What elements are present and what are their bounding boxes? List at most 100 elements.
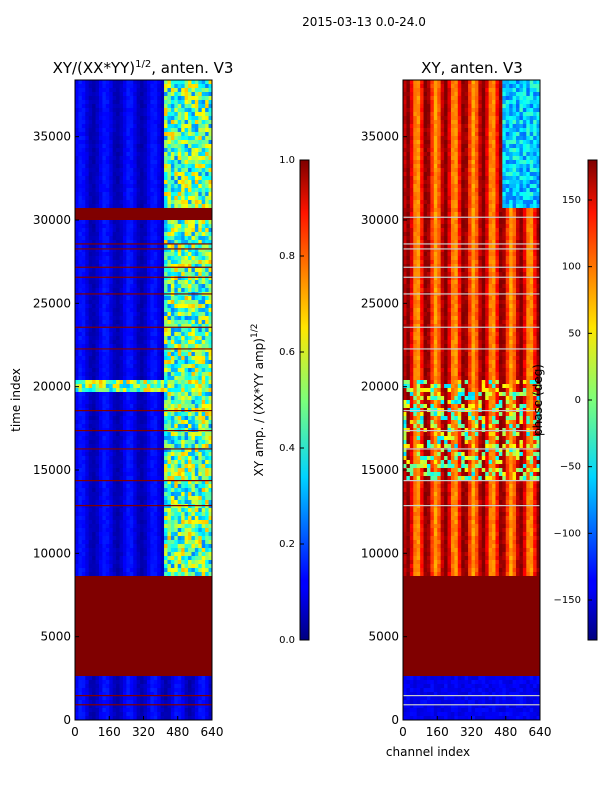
heatmap-cell [177,296,182,301]
heatmap-cell [191,564,196,569]
heatmap-cell [174,320,179,325]
heatmap-cell [177,420,182,425]
heatmap-cell [126,456,131,461]
heatmap-cell [157,416,162,421]
heatmap-cell [122,492,127,497]
heatmap-cell [133,304,138,309]
heatmap-cell [205,212,210,217]
heatmap-cell [109,92,114,97]
heatmap-cell [160,524,165,529]
heatmap-cell [116,404,121,409]
heatmap-cell [181,264,186,269]
heatmap-cell [153,312,158,317]
heatmap-cell [188,412,193,417]
heatmap-cell [105,152,110,157]
heatmap-cell [181,352,186,357]
heatmap-cell [105,556,110,561]
heatmap-cell [126,492,131,497]
heatmap-cell [92,532,97,537]
heatmap-cell [181,552,186,557]
heatmap-cell [150,208,155,213]
heatmap-cell [140,308,145,313]
heatmap-cell [126,156,131,161]
heatmap-cell [177,180,182,185]
heatmap-cell [133,376,138,381]
heatmap-cell [112,556,117,561]
heatmap-cell [112,400,117,405]
heatmap-cell [170,176,175,181]
heatmap-cell [181,368,186,373]
heatmap-cell [205,396,210,401]
heatmap-cell [122,180,127,185]
heatmap-cell [105,360,110,365]
heatmap-cell [88,196,93,201]
heatmap-cell [81,440,86,445]
heatmap-cell [112,96,117,101]
heatmap-cell [194,168,199,173]
heatmap-cell [146,436,151,441]
heatmap-cell [116,288,121,293]
heatmap-cell [116,204,121,209]
heatmap-cell [88,316,93,321]
heatmap-cell [191,524,196,529]
heatmap-cell [157,480,162,485]
heatmap-cell [140,144,145,149]
heatmap-cell [112,132,117,137]
heatmap-cell [85,456,90,461]
heatmap-cell [75,568,80,573]
heatmap-cell [188,328,193,333]
heatmap-cell [109,280,114,285]
heatmap-cell [136,300,141,305]
heatmap-cell [92,244,97,249]
heatmap-cell [184,404,189,409]
heatmap-cell [164,528,169,533]
heatmap-cell [167,80,172,85]
heatmap-cell [201,328,206,333]
heatmap-cell [191,432,196,437]
heatmap-cell [116,88,121,93]
heatmap-cell [150,440,155,445]
heatmap-cell [150,348,155,353]
heatmap-cell [119,104,124,109]
heatmap-cell [136,120,141,125]
heatmap-cell [164,172,169,177]
heatmap-cell [143,500,148,505]
heatmap-cell [170,360,175,365]
heatmap-cell [198,84,203,89]
heatmap-cell [112,464,117,469]
heatmap-cell [112,376,117,381]
heatmap-cell [177,264,182,269]
heatmap-cell [170,472,175,477]
heatmap-cell [119,112,124,117]
heatmap-cell [119,96,124,101]
heatmap-cell [167,496,172,501]
heatmap-cell [201,296,206,301]
heatmap-cell [208,432,212,437]
heatmap-cell [170,296,175,301]
heatmap-cell [164,92,169,97]
heatmap-cell [85,524,90,529]
heatmap-cell [181,492,186,497]
heatmap-cell [85,228,90,233]
heatmap-cell [160,328,165,333]
heatmap-cell [98,248,103,253]
heatmap-cell [164,288,169,293]
heatmap-cell [109,308,114,313]
heatmap-cell [191,248,196,253]
heatmap-cell [78,240,83,245]
heatmap-cell [105,184,110,189]
heatmap-cell [146,416,151,421]
heatmap-cell [157,188,162,193]
heatmap-cell [81,344,86,349]
heatmap-cell [129,112,134,117]
heatmap-cell [88,220,93,225]
heatmap-cell [205,204,210,209]
heatmap-cell [140,500,145,505]
heatmap-cell [81,492,86,497]
heatmap-cell [201,476,206,481]
heatmap-cell [167,308,172,313]
heatmap-cell [75,448,80,453]
heatmap-cell [122,528,127,533]
heatmap-cell [126,88,131,93]
heatmap-cell [92,212,97,217]
